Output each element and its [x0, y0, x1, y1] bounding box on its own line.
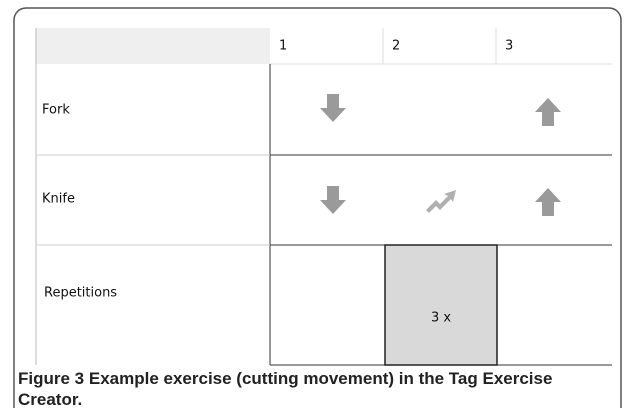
figure-frame [13, 7, 622, 408]
column-header: 1 [279, 39, 287, 54]
row-label: Repetitions [44, 286, 117, 301]
row-label: Fork [42, 103, 70, 118]
row-label: Knife [42, 192, 75, 207]
caption: Figure 3 Example exercise (cutting movem… [18, 368, 618, 408]
arrow-diagonal [426, 190, 456, 213]
header-corner [36, 28, 270, 64]
arrow-down [320, 186, 346, 214]
repetition-value: 3 x [431, 311, 451, 326]
caption-label: Figure 3 [18, 369, 85, 388]
arrow-up [535, 188, 561, 216]
column-header: 3 [505, 39, 513, 54]
caption-text: Example exercise (cutting movement) in t… [18, 369, 553, 408]
column-header: 2 [392, 39, 400, 54]
arrow-up [535, 98, 561, 126]
repetition-cell [384, 244, 498, 366]
arrow-down [320, 94, 346, 122]
